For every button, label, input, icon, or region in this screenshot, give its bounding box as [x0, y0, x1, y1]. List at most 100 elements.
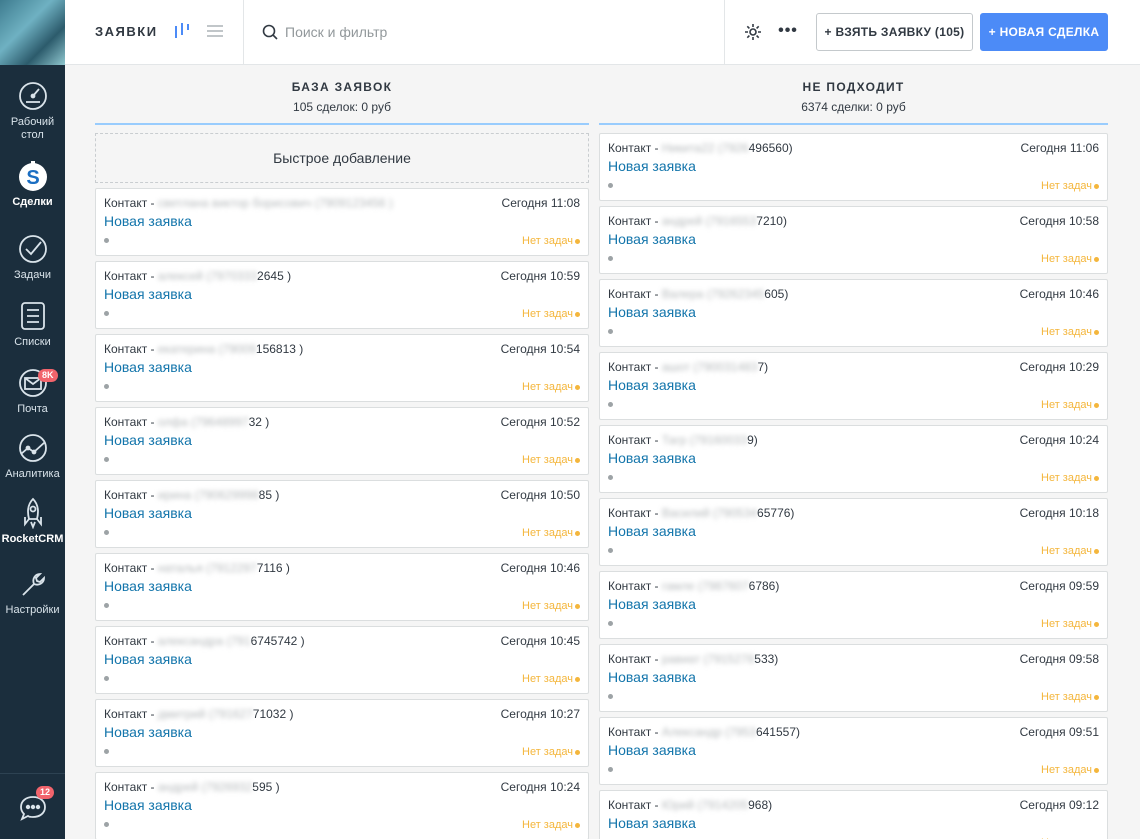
- sidebar-item-label: Рабочий стол: [10, 116, 55, 141]
- sidebar-item-dashboard[interactable]: Рабочий стол: [0, 80, 65, 142]
- status-dot: [104, 457, 109, 462]
- no-tasks-label[interactable]: Нет задач: [522, 235, 573, 247]
- no-tasks-label[interactable]: Нет задач: [522, 600, 573, 612]
- deal-name-link[interactable]: Новая заявка: [104, 797, 192, 813]
- deal-card[interactable]: Контакт - олфа (7964899732 ) Сегодня 10:5…: [95, 407, 589, 475]
- deal-card[interactable]: Контакт - равиат (7915278533) Сегодня 09:…: [599, 644, 1108, 712]
- deal-card[interactable]: Контакт - Валера (79262345605) Сегодня 10…: [599, 279, 1108, 347]
- no-tasks-label[interactable]: Нет задач: [1041, 764, 1092, 776]
- no-tasks-label[interactable]: Нет задач: [522, 381, 573, 393]
- deal-card[interactable]: Контакт - Александр (7953641557) Сегодня …: [599, 717, 1108, 785]
- contact-visible: 6745742 ): [250, 634, 305, 648]
- no-tasks-label[interactable]: Нет задач: [1041, 326, 1092, 338]
- card-contact: Контакт - Александр (7953641557): [608, 725, 800, 739]
- card-contact: Контакт - светлана виктор борисович (790…: [104, 196, 393, 210]
- deal-card[interactable]: Контакт - александра (7916745742 ) Сегодн…: [95, 626, 589, 694]
- sidebar-item-lists[interactable]: Списки: [0, 300, 65, 349]
- more-options-icon[interactable]: •••: [778, 22, 798, 39]
- deal-name-link[interactable]: Новая заявка: [608, 304, 696, 320]
- task-status-dot: [1094, 549, 1099, 554]
- take-request-button[interactable]: + ВЗЯТЬ ЗАЯВКУ (105): [816, 13, 973, 51]
- contact-visible: 968): [748, 798, 773, 812]
- status-dot: [608, 767, 613, 772]
- task-status-dot: [1094, 330, 1099, 335]
- no-tasks-label[interactable]: Нет задач: [522, 819, 573, 831]
- deal-name-link[interactable]: Новая заявка: [608, 523, 696, 539]
- list-view-icon[interactable]: [207, 24, 223, 38]
- deal-card[interactable]: Контакт - дмитрий (79162771032 ) Сегодня …: [95, 699, 589, 767]
- no-tasks-label[interactable]: Нет задач: [1041, 472, 1092, 484]
- deal-name-link[interactable]: Новая заявка: [608, 450, 696, 466]
- no-tasks-label[interactable]: Нет задач: [522, 454, 573, 466]
- new-deal-button[interactable]: + НОВАЯ СДЕЛКА: [980, 13, 1108, 51]
- sidebar-item-analytics[interactable]: Аналитика: [0, 432, 65, 481]
- deal-name-link[interactable]: Новая заявка: [608, 231, 696, 247]
- deal-card[interactable]: Контакт - андрей (7926932595 ) Сегодня 10…: [95, 772, 589, 839]
- no-tasks-label[interactable]: Нет задач: [1041, 618, 1092, 630]
- quick-add-button[interactable]: Быстрое добавление: [95, 133, 589, 183]
- chat-button[interactable]: 12: [0, 773, 65, 839]
- deal-name-link[interactable]: Новая заявка: [608, 377, 696, 393]
- no-tasks-label[interactable]: Нет задач: [1041, 399, 1092, 411]
- contact-visible: 7210): [756, 214, 787, 228]
- no-tasks-label[interactable]: Нет задач: [1041, 691, 1092, 703]
- task-status-dot: [575, 823, 580, 828]
- deal-card[interactable]: Контакт - ашот (7900314837) Сегодня 10:29…: [599, 352, 1108, 420]
- deal-name-link[interactable]: Новая заявка: [608, 669, 696, 685]
- deal-name-link[interactable]: Новая заявка: [608, 815, 696, 831]
- sidebar-item-rocketcrm[interactable]: RocketCRM: [0, 497, 65, 546]
- deal-name-link[interactable]: Новая заявка: [608, 742, 696, 758]
- deal-card[interactable]: Контакт - андрей (79165537210) Сегодня 10…: [599, 206, 1108, 274]
- task-status-dot: [1094, 403, 1099, 408]
- deal-card[interactable]: Контакт - наталья (79122977116 ) Сегодня …: [95, 553, 589, 621]
- no-tasks-label[interactable]: Нет задач: [1041, 253, 1092, 265]
- deal-name-link[interactable]: Новая заявка: [104, 724, 192, 740]
- pipeline-view-icon[interactable]: [173, 22, 191, 40]
- sidebar-item-label: Аналитика: [5, 468, 60, 480]
- deal-name-link[interactable]: Новая заявка: [104, 213, 192, 229]
- no-tasks-label[interactable]: Нет задач: [1041, 837, 1092, 839]
- search-input[interactable]: [285, 20, 685, 44]
- sidebar-item-deals[interactable]: S Сделки: [0, 160, 65, 209]
- column-summary: 105 сделок: 0 руб: [293, 100, 391, 114]
- deal-name-link[interactable]: Новая заявка: [104, 286, 192, 302]
- card-contact: Контакт - екатерина (79009156813 ): [104, 342, 303, 356]
- status-dot: [608, 402, 613, 407]
- deal-name-link[interactable]: Новая заявка: [608, 596, 696, 612]
- deal-name-link[interactable]: Новая заявка: [608, 158, 696, 174]
- deal-card[interactable]: Контакт - светлана виктор борисович (790…: [95, 188, 589, 256]
- deal-name-link[interactable]: Новая заявка: [104, 505, 192, 521]
- deal-card[interactable]: Контакт - Василий (79053465776) Сегодня 1…: [599, 498, 1108, 566]
- deal-card[interactable]: Контакт - екатерина (79009156813 ) Сегодн…: [95, 334, 589, 402]
- account-logo[interactable]: [0, 0, 65, 65]
- deal-card[interactable]: Контакт - алексей (79703332645 ) Сегодня …: [95, 261, 589, 329]
- task-status-dot: [1094, 768, 1099, 773]
- no-tasks-label[interactable]: Нет задач: [522, 673, 573, 685]
- card-contact: Контакт - Никита22 (7926496560): [608, 141, 793, 155]
- no-tasks-label[interactable]: Нет задач: [1041, 180, 1092, 192]
- deal-card[interactable]: Контакт - Юрий (7914205968) Сегодня 09:12…: [599, 790, 1108, 839]
- task-status-dot: [575, 385, 580, 390]
- deal-name-link[interactable]: Новая заявка: [104, 432, 192, 448]
- sidebar-item-settings[interactable]: Настройки: [0, 568, 65, 617]
- no-tasks-label[interactable]: Нет задач: [522, 746, 573, 758]
- deal-card[interactable]: Контакт - ирина (79062999885 ) Сегодня 10…: [95, 480, 589, 548]
- contact-visible: 65776): [757, 506, 795, 520]
- no-tasks-label[interactable]: Нет задач: [1041, 545, 1092, 557]
- deal-card[interactable]: Контакт - гамле (79876076786) Сегодня 09:…: [599, 571, 1108, 639]
- deal-card[interactable]: Контакт - Тагр (791600339) Сегодня 10:24 Н…: [599, 425, 1108, 493]
- sidebar-item-tasks[interactable]: Задачи: [0, 233, 65, 282]
- deal-card[interactable]: Контакт - Никита22 (7926496560) Сегодня 1…: [599, 133, 1108, 201]
- deal-name-link[interactable]: Новая заявка: [104, 578, 192, 594]
- no-tasks-label[interactable]: Нет задач: [522, 308, 573, 320]
- sidebar-item-mail[interactable]: 8K Почта: [0, 367, 65, 416]
- contact-visible: 6786): [748, 579, 780, 593]
- column-title: БАЗА ЗАЯВОК: [291, 80, 393, 94]
- contact-visible: 7116 ): [256, 561, 290, 575]
- deal-name-link[interactable]: Новая заявка: [104, 651, 192, 667]
- chat-badge: 12: [36, 786, 55, 799]
- gear-icon[interactable]: [744, 23, 762, 41]
- task-status-dot: [575, 531, 580, 536]
- deal-name-link[interactable]: Новая заявка: [104, 359, 192, 375]
- no-tasks-label[interactable]: Нет задач: [522, 527, 573, 539]
